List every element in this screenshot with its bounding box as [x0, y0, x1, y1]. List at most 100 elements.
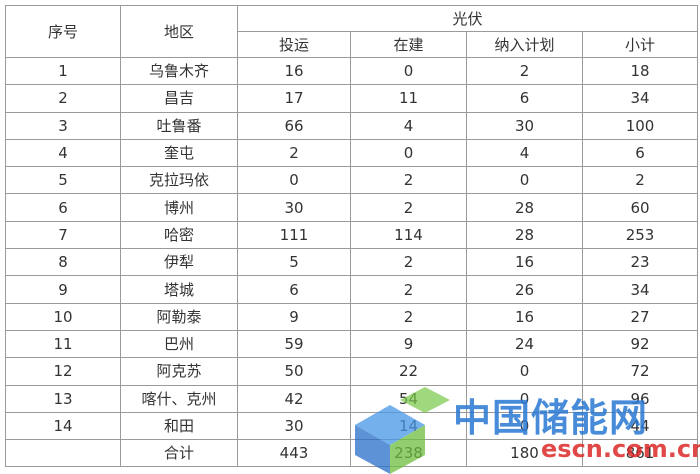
data-row: 4 奎屯 2 0 4 6 — [5, 138, 699, 168]
cell: 9 — [237, 302, 351, 331]
cell: 42 — [237, 384, 351, 413]
cell: 4 — [350, 111, 467, 140]
cell: 18 — [581, 56, 699, 86]
cell: 博州 — [120, 193, 238, 222]
cell: 0 — [466, 357, 583, 386]
data-table: 序号 地区 光伏 投运 在建 纳入计划 小计 1 乌鲁木齐 16 0 2 18 2 昌吉 17 11 6 3… — [5, 5, 699, 468]
cell: 克拉玛依 — [120, 166, 238, 195]
header-cell: 小计 — [581, 31, 699, 58]
cell: 哈密 — [120, 220, 238, 250]
cell: 0 — [466, 411, 583, 441]
cell: 60 — [581, 193, 699, 222]
cell: 奎屯 — [120, 138, 238, 168]
cell: 6 — [466, 84, 583, 113]
data-row: 14 和田 30 14 0 44 — [5, 411, 699, 441]
cell: 3 — [5, 111, 121, 140]
cell: 17 — [237, 84, 351, 113]
cell: 巴州 — [120, 329, 238, 359]
header-cell: 地区 — [120, 5, 238, 58]
cell: 100 — [581, 111, 699, 140]
data-row: 2 昌吉 17 11 6 34 — [5, 84, 699, 113]
total-cell: 238 — [350, 439, 467, 468]
cell: 6 — [237, 275, 351, 304]
cell: 6 — [5, 193, 121, 222]
cell: 2 — [581, 166, 699, 195]
cell: 0 — [350, 138, 467, 168]
cell: 92 — [581, 329, 699, 359]
cell: 30 — [237, 193, 351, 222]
cell: 喀什、克州 — [120, 384, 238, 413]
data-row: 11 巴州 59 9 24 92 — [5, 329, 699, 359]
header-cell: 光伏 — [236, 5, 699, 32]
cell: 16 — [237, 56, 351, 86]
table-body: 序号 地区 光伏 投运 在建 纳入计划 小计 1 乌鲁木齐 16 0 2 18 2 昌吉 17 11 6 3… — [5, 5, 699, 468]
cell: 2 — [466, 56, 583, 86]
data-row: 6 博州 30 2 28 60 — [5, 193, 699, 222]
cell: 34 — [581, 84, 699, 113]
total-cell: 180 — [466, 439, 583, 468]
cell: 8 — [5, 248, 121, 277]
cell: 0 — [350, 56, 467, 86]
cell: 34 — [581, 275, 699, 304]
header-cell: 纳入计划 — [466, 31, 583, 58]
cell: 0 — [466, 384, 583, 413]
cell: 5 — [237, 248, 351, 277]
total-row: 合计 443 238 180 861 — [5, 439, 699, 468]
data-row: 13 喀什、克州 42 54 0 96 — [5, 384, 699, 413]
cell: 54 — [350, 384, 467, 413]
cell: 253 — [581, 220, 699, 250]
cell: 4 — [5, 138, 121, 168]
total-cell: 861 — [581, 439, 699, 468]
cell: 2 — [237, 138, 351, 168]
cell: 2 — [350, 275, 467, 304]
cell: 12 — [5, 357, 121, 386]
cell: 2 — [350, 166, 467, 195]
data-row: 1 乌鲁木齐 16 0 2 18 — [5, 56, 699, 86]
cell: 30 — [237, 411, 351, 441]
data-row: 3 吐鲁番 66 4 30 100 — [5, 111, 699, 140]
cell: 30 — [466, 111, 583, 140]
cell: 昌吉 — [120, 84, 238, 113]
cell: 5 — [5, 166, 121, 195]
cell: 28 — [466, 220, 583, 250]
header-row: 投运 在建 纳入计划 小计 — [6, 31, 699, 58]
cell: 塔城 — [120, 275, 238, 304]
cell: 28 — [466, 193, 583, 222]
total-cell: 443 — [237, 439, 351, 468]
cell: 0 — [237, 166, 351, 195]
cell: 9 — [350, 329, 467, 359]
header-cell: 投运 — [237, 31, 351, 58]
cell: 50 — [237, 357, 351, 386]
cell: 1 — [5, 56, 121, 86]
cell: 10 — [5, 302, 121, 331]
cell: 2 — [350, 302, 467, 331]
cell: 66 — [237, 111, 351, 140]
cell: 7 — [5, 220, 121, 250]
header-cell: 序号 — [5, 5, 121, 58]
cell: 2 — [350, 193, 467, 222]
cell: 14 — [350, 411, 467, 441]
data-row: 8 伊犁 5 2 16 23 — [5, 248, 699, 277]
cell: 乌鲁木齐 — [120, 56, 238, 86]
cell: 26 — [466, 275, 583, 304]
cell: 13 — [5, 384, 121, 413]
cell: 114 — [350, 220, 467, 250]
cell: 59 — [237, 329, 351, 359]
total-label: 合计 — [120, 439, 238, 468]
cell: 24 — [466, 329, 583, 359]
cell: 2 — [350, 248, 467, 277]
cell: 吐鲁番 — [120, 111, 238, 140]
cell: 0 — [466, 166, 583, 195]
cell: 96 — [581, 384, 699, 413]
cell: 44 — [581, 411, 699, 441]
cell: 22 — [350, 357, 467, 386]
cell: 11 — [5, 329, 121, 359]
data-row: 5 克拉玛依 0 2 0 2 — [5, 166, 699, 195]
cell: 阿勒泰 — [120, 302, 238, 331]
cell — [5, 439, 121, 468]
header-cell: 在建 — [350, 31, 467, 58]
cell: 72 — [581, 357, 699, 386]
cell: 16 — [466, 302, 583, 331]
cell: 27 — [581, 302, 699, 331]
